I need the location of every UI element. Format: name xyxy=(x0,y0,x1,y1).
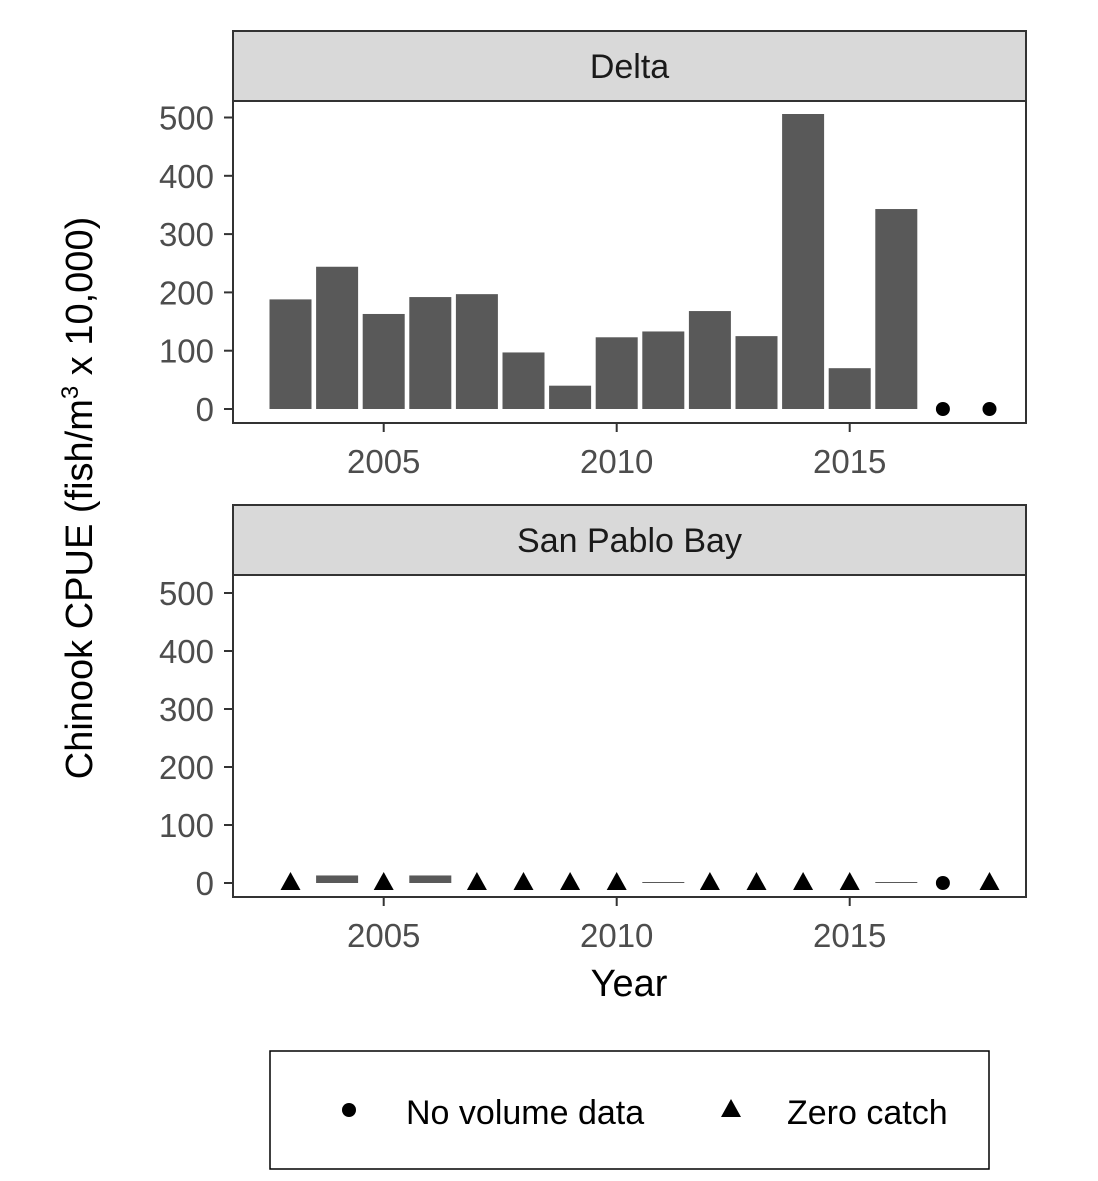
bar-2011 xyxy=(642,882,685,883)
y-axis-title-tail: x 10,000) xyxy=(59,217,101,386)
bar-2011 xyxy=(642,331,685,409)
y-tick-label-0: 0 xyxy=(196,865,214,902)
marker-zero-catch-2003 xyxy=(280,872,301,890)
x-tick-label-2010: 2010 xyxy=(580,443,653,480)
bar-2005 xyxy=(362,313,405,409)
marker-no-volume-2017 xyxy=(935,402,950,416)
strip-label: Delta xyxy=(590,48,669,86)
marker-zero-catch-2013 xyxy=(746,872,767,890)
marker-zero-catch-2014 xyxy=(793,872,814,890)
bar-2009 xyxy=(549,385,592,409)
plot-background xyxy=(233,575,1026,897)
bar-2010 xyxy=(595,337,638,409)
x-tick-label-2010: 2010 xyxy=(580,917,653,954)
strip-label: San Pablo Bay xyxy=(517,522,742,560)
marker-no-volume-2017 xyxy=(935,876,950,890)
bar-2015 xyxy=(828,368,871,409)
marker-no-volume-2018 xyxy=(982,402,997,416)
legend-box xyxy=(269,1050,990,1170)
marker-zero-catch-2018 xyxy=(979,872,1000,890)
marker-zero-catch-2012 xyxy=(699,872,720,890)
x-tick-label-2015: 2015 xyxy=(813,917,886,954)
y-tick-label-200: 200 xyxy=(159,274,214,311)
x-tick-label-2015: 2015 xyxy=(813,443,886,480)
bar-2013 xyxy=(735,336,778,409)
y-axis-title-main: Chinook CPUE (fish/m xyxy=(59,399,101,779)
marker-zero-catch-2010 xyxy=(606,872,627,890)
bar-2004 xyxy=(316,875,359,883)
legend-label-zero-catch: Zero catch xyxy=(787,1094,948,1132)
bar-2006 xyxy=(409,875,452,883)
bar-2003 xyxy=(269,299,312,409)
y-axis-title: Chinook CPUE (fish/m3 x 10,000) xyxy=(57,217,101,779)
panel-border xyxy=(232,574,1027,898)
legend-label-no-volume-data: No volume data xyxy=(406,1094,644,1132)
y-tick-label-300: 300 xyxy=(159,216,214,253)
y-axis-title-superscript: 3 xyxy=(57,386,84,399)
y-tick-label-500: 500 xyxy=(159,575,214,612)
y-tick-label-400: 400 xyxy=(159,158,214,195)
bar-2006 xyxy=(409,297,452,409)
marker-zero-catch-2007 xyxy=(466,872,487,890)
y-tick-label-0: 0 xyxy=(196,391,214,428)
marker-zero-catch-2009 xyxy=(560,872,581,890)
legend-circle-marker xyxy=(342,1103,356,1117)
bar-2016 xyxy=(875,209,918,409)
panel-border xyxy=(232,100,1027,424)
panel-delta: Delta 0 100 200 300 400 500 2005 2010 2015 xyxy=(159,30,1027,480)
bar-2012 xyxy=(688,311,731,409)
panel-san-pablo-bay: San Pablo Bay 0 100 200 300 400 500 2005 2010 201… xyxy=(159,504,1027,954)
y-tick-label-100: 100 xyxy=(159,807,214,844)
y-tick-label-400: 400 xyxy=(159,633,214,670)
bar-2008 xyxy=(502,352,545,409)
marker-zero-catch-2008 xyxy=(513,872,534,890)
y-tick-label-200: 200 xyxy=(159,749,214,786)
x-tick-label-2005: 2005 xyxy=(347,443,420,480)
legend: No volume data Zero catch xyxy=(269,1050,990,1170)
y-tick-label-300: 300 xyxy=(159,691,214,728)
x-axis-title: Year xyxy=(591,963,668,1005)
bar-2014 xyxy=(782,114,825,409)
x-tick-label-2005: 2005 xyxy=(347,917,420,954)
strip-background xyxy=(232,30,1027,102)
bar-2004 xyxy=(316,266,359,409)
marker-zero-catch-2015 xyxy=(839,872,860,890)
legend-triangle-marker xyxy=(721,1099,741,1117)
y-tick-label-500: 500 xyxy=(159,100,214,137)
bar-2007 xyxy=(455,294,498,409)
bar-2016 xyxy=(875,882,918,883)
marker-zero-catch-2005 xyxy=(373,872,394,890)
y-tick-label-100: 100 xyxy=(159,333,214,370)
